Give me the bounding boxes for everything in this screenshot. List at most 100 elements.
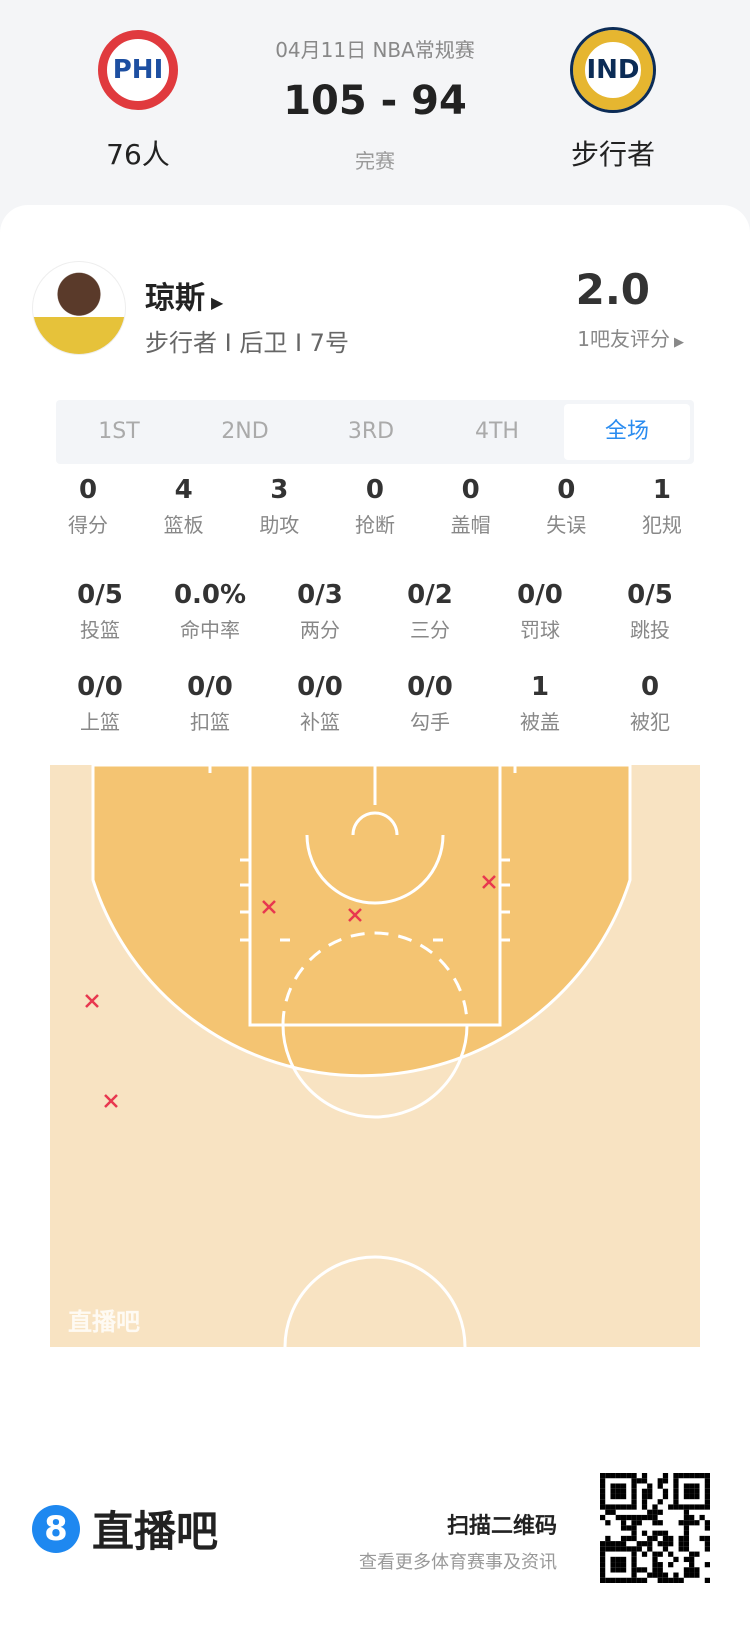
stat-item: 0/0 勾手 bbox=[385, 672, 475, 735]
stat-label: 盖帽 bbox=[450, 513, 491, 537]
watermark: 直播吧 bbox=[68, 1308, 140, 1336]
stat-item: 0.0% 命中率 bbox=[165, 580, 255, 643]
stat-value: 0/5 bbox=[627, 580, 673, 610]
stat-label: 被犯 bbox=[630, 710, 670, 734]
brand-name: 直播吧 bbox=[92, 1507, 219, 1556]
stat-label: 两分 bbox=[300, 618, 340, 642]
tab-1st[interactable]: 1ST bbox=[98, 419, 140, 444]
stat-item: 0 盖帽 bbox=[433, 475, 509, 538]
stat-value: 0 bbox=[365, 475, 385, 505]
rating-label: 1吧友评分 bbox=[577, 327, 670, 351]
stat-value: 0 bbox=[640, 672, 660, 702]
shot-chart: 直播吧 bbox=[50, 763, 700, 1439]
game-score: 105 - 94 bbox=[283, 78, 467, 124]
stat-item: 0/2 三分 bbox=[385, 580, 475, 643]
stat-label: 扣篮 bbox=[190, 710, 230, 734]
stat-item: 1 被盖 bbox=[495, 672, 585, 735]
stat-value: 0/0 bbox=[407, 672, 453, 702]
stat-label: 失误 bbox=[546, 513, 587, 537]
stat-label: 补篮 bbox=[300, 710, 340, 734]
player-info: 步行者 I 后卫 I 7号 bbox=[145, 329, 349, 357]
player-name-link[interactable]: 琼斯 ▶ bbox=[145, 273, 223, 317]
stat-value: 3 bbox=[270, 475, 289, 505]
missed-shot-marker bbox=[104, 1094, 118, 1108]
stat-value: 0/0 bbox=[297, 672, 343, 702]
stat-value: 0/0 bbox=[187, 672, 233, 702]
stat-label: 三分 bbox=[410, 618, 450, 642]
stat-item: 0/0 扣篮 bbox=[165, 672, 255, 735]
stat-item: 0 抢断 bbox=[337, 475, 413, 538]
stat-label: 命中率 bbox=[180, 618, 240, 642]
stat-item: 0 失误 bbox=[528, 475, 604, 538]
player-name: 琼斯 bbox=[145, 281, 205, 316]
stat-label: 投篮 bbox=[80, 618, 120, 642]
stat-label: 篮板 bbox=[163, 513, 204, 537]
tab-2nd[interactable]: 2ND bbox=[221, 419, 269, 444]
tab-3rd[interactable]: 3RD bbox=[347, 419, 395, 444]
stat-item: 0 被犯 bbox=[605, 672, 695, 735]
away-team-name[interactable]: 步行者 bbox=[570, 138, 655, 171]
tab-4th[interactable]: 4TH bbox=[475, 419, 519, 444]
team-logo-ind[interactable]: IND bbox=[570, 27, 656, 113]
stat-value: 0/3 bbox=[297, 580, 343, 610]
stat-value: 0 bbox=[557, 475, 576, 505]
game-header: PHI 76人 04月11日 NBA常规赛 105 - 94 完赛 IND 步行… bbox=[0, 0, 750, 200]
stat-item: 0/0 罚球 bbox=[495, 580, 585, 643]
period-tabs: 1ST 2ND 3RD 4TH 全场 bbox=[56, 400, 694, 464]
stat-label: 被盖 bbox=[520, 710, 560, 734]
stat-label: 抢断 bbox=[354, 513, 395, 537]
stat-label: 助攻 bbox=[259, 513, 300, 537]
stats-row: 0 得分 4 篮板 3 助攻 0 抢断 0 盖帽 0 失误 1 犯规 bbox=[50, 475, 700, 538]
stat-item: 0 得分 bbox=[50, 475, 126, 538]
play-arrow-icon: ▶ bbox=[211, 293, 224, 312]
stat-value: 1 bbox=[530, 672, 550, 702]
missed-shot-marker bbox=[262, 900, 276, 914]
missed-shot-marker bbox=[482, 875, 496, 889]
stat-item: 0/0 上篮 bbox=[55, 672, 145, 735]
stat-label: 得分 bbox=[68, 513, 108, 537]
stat-value: 0/2 bbox=[407, 580, 453, 610]
play-arrow-icon: ▶ bbox=[674, 335, 684, 350]
stat-value: 1 bbox=[652, 475, 671, 505]
stat-value: 0 bbox=[78, 475, 98, 505]
player-card: 琼斯 ▶ 步行者 I 后卫 I 7号 2.0 1吧友评分 ▶ 1ST 2ND 3RD… bbox=[0, 205, 750, 1629]
rating-link[interactable]: 1吧友评分 ▶ bbox=[577, 323, 684, 352]
stat-label: 犯规 bbox=[641, 513, 682, 537]
stat-item: 1 犯规 bbox=[624, 475, 700, 538]
brand-logo: 8 直播吧 bbox=[32, 1498, 218, 1559]
stat-item: 0/5 跳投 bbox=[605, 580, 695, 643]
team-logo-phi[interactable]: PHI bbox=[98, 30, 178, 110]
stats-row: 0/5 投篮 0.0% 命中率 0/3 两分 0/2 三分 0/0 罚球 0/5 跳投 bbox=[55, 580, 695, 643]
stats-row: 0/0 上篮 0/0 扣篮 0/0 补篮 0/0 勾手 1 被盖 0 被犯 bbox=[55, 672, 695, 735]
brand-mark: 8 bbox=[32, 1504, 80, 1553]
stat-value: 0 bbox=[461, 475, 480, 505]
free-throw-circle-bottom bbox=[281, 1024, 469, 1119]
qr-subtitle: 查看更多体育赛事及资讯 bbox=[359, 1552, 557, 1573]
stat-item: 0/5 投篮 bbox=[55, 580, 145, 643]
player-rating: 2.0 bbox=[575, 265, 650, 314]
stat-value: 4 bbox=[174, 475, 193, 505]
stat-label: 跳投 bbox=[630, 618, 670, 642]
game-status: 完赛 bbox=[355, 149, 395, 173]
stat-value: 0/5 bbox=[77, 580, 123, 610]
stat-value: 0.0% bbox=[173, 580, 247, 610]
rim bbox=[351, 811, 399, 836]
home-team-name[interactable]: 76人 bbox=[106, 138, 170, 171]
stat-label: 罚球 bbox=[520, 618, 560, 642]
stat-label: 勾手 bbox=[410, 710, 450, 734]
stat-item: 0/3 两分 bbox=[275, 580, 365, 643]
qr-title: 扫描二维码 bbox=[446, 1514, 557, 1539]
court-svg bbox=[50, 763, 700, 1439]
stat-item: 3 助攻 bbox=[241, 475, 317, 538]
stat-label: 上篮 bbox=[80, 710, 120, 734]
game-date-league: 04月11日 NBA常规赛 bbox=[275, 38, 475, 62]
missed-shot-marker bbox=[348, 908, 362, 922]
stat-item: 0/0 补篮 bbox=[275, 672, 365, 735]
stat-item: 4 篮板 bbox=[146, 475, 222, 538]
stat-value: 0/0 bbox=[77, 672, 123, 702]
player-avatar[interactable] bbox=[32, 261, 126, 355]
restricted-area bbox=[305, 834, 445, 905]
qr-code[interactable] bbox=[600, 1473, 710, 1583]
tab-full-game[interactable]: 全场 bbox=[564, 404, 690, 460]
free-throw-circle-top bbox=[281, 931, 469, 1026]
